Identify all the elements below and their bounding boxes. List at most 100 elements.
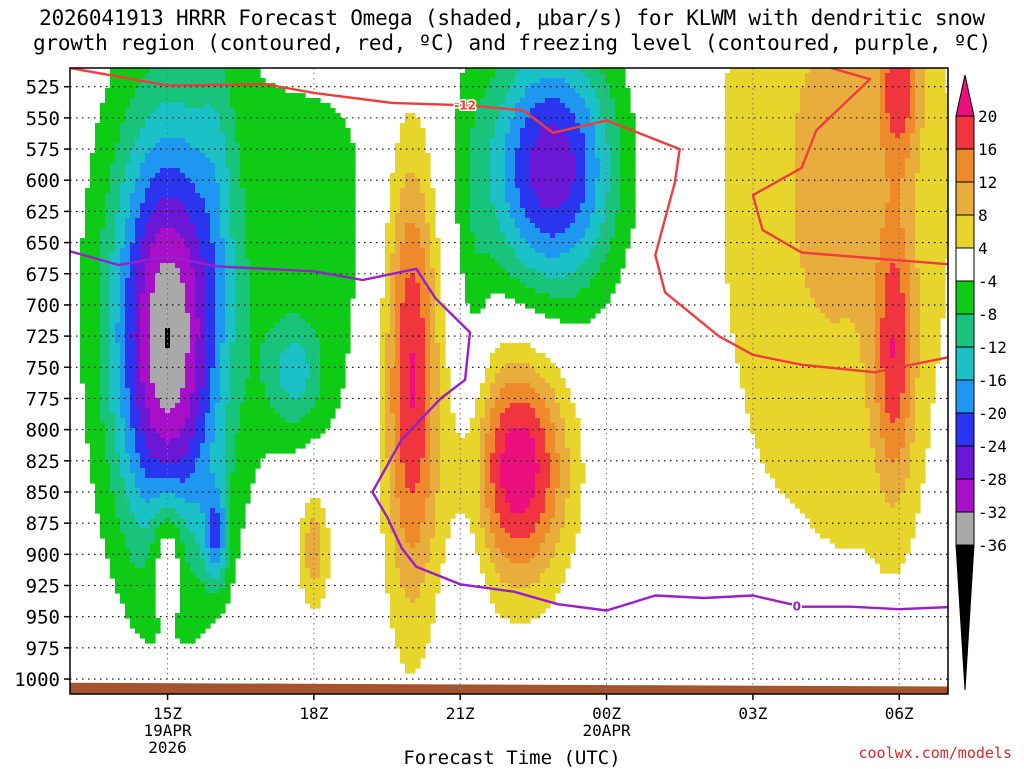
omega-cell xyxy=(345,158,351,164)
omega-cell xyxy=(805,83,811,89)
omega-cell xyxy=(250,218,256,224)
omega-cell xyxy=(560,73,566,79)
omega-cell xyxy=(260,88,266,94)
omega-cell xyxy=(175,183,181,189)
omega-cell xyxy=(265,173,271,179)
omega-cell xyxy=(330,238,336,244)
omega-cell xyxy=(870,238,876,244)
omega-cell xyxy=(115,193,121,199)
omega-cell xyxy=(410,178,416,184)
omega-cell xyxy=(855,163,861,169)
omega-cell xyxy=(890,228,896,234)
omega-cell xyxy=(190,168,196,174)
omega-cell xyxy=(475,138,481,144)
omega-cell xyxy=(175,118,181,124)
omega-cell xyxy=(935,243,941,249)
omega-cell xyxy=(225,183,231,189)
omega-cell xyxy=(110,188,116,194)
omega-cell xyxy=(615,153,621,159)
omega-cell xyxy=(920,218,926,224)
omega-cell xyxy=(915,143,921,149)
omega-cell xyxy=(590,158,596,164)
omega-cell xyxy=(630,138,636,144)
omega-cell xyxy=(880,73,886,79)
omega-cell xyxy=(255,128,261,134)
omega-cell xyxy=(330,243,336,249)
omega-cell xyxy=(805,98,811,104)
omega-cell xyxy=(535,148,541,154)
omega-cell xyxy=(850,158,856,164)
omega-cell xyxy=(255,218,261,224)
omega-cell xyxy=(240,208,246,214)
omega-cell xyxy=(925,143,931,149)
omega-cell xyxy=(545,88,551,94)
omega-cell xyxy=(785,138,791,144)
omega-cell xyxy=(845,93,851,99)
omega-cell xyxy=(510,143,516,149)
omega-cell xyxy=(785,93,791,99)
omega-cell xyxy=(830,163,836,169)
omega-cell xyxy=(495,228,501,234)
omega-cell xyxy=(835,143,841,149)
omega-cell xyxy=(615,133,621,139)
omega-cell xyxy=(510,238,516,244)
omega-cell xyxy=(810,223,816,229)
omega-cell xyxy=(730,98,736,104)
omega-cell xyxy=(550,213,556,219)
omega-cell xyxy=(160,248,166,254)
omega-cell xyxy=(540,188,546,194)
omega-cell xyxy=(210,133,216,139)
omega-cell xyxy=(490,218,496,224)
omega-cell xyxy=(730,103,736,109)
omega-cell xyxy=(805,243,811,249)
omega-cell xyxy=(275,168,281,174)
omega-cell xyxy=(570,113,576,119)
omega-cell xyxy=(260,238,266,244)
omega-cell xyxy=(485,208,491,214)
omega-cell xyxy=(570,123,576,129)
omega-cell xyxy=(545,68,551,74)
omega-cell xyxy=(790,228,796,234)
omega-cell xyxy=(250,103,256,109)
omega-cell xyxy=(560,118,566,124)
omega-cell xyxy=(935,138,941,144)
omega-cell xyxy=(330,148,336,154)
omega-cell xyxy=(220,163,226,169)
omega-cell xyxy=(510,218,516,224)
omega-cell xyxy=(425,153,431,159)
omega-cell xyxy=(95,138,101,144)
omega-cell xyxy=(895,158,901,164)
omega-cell xyxy=(325,188,331,194)
omega-cell xyxy=(550,93,556,99)
omega-cell xyxy=(410,173,416,179)
omega-cell xyxy=(840,173,846,179)
omega-cell xyxy=(130,83,136,89)
omega-cell xyxy=(795,123,801,129)
omega-cell xyxy=(590,128,596,134)
omega-cell xyxy=(750,168,756,174)
omega-cell xyxy=(500,88,506,94)
omega-cell xyxy=(480,78,486,84)
omega-cell xyxy=(225,228,231,234)
omega-cell xyxy=(275,243,281,249)
omega-cell xyxy=(110,93,116,99)
omega-cell xyxy=(890,133,896,139)
omega-cell xyxy=(580,208,586,214)
omega-cell xyxy=(945,188,948,194)
omega-cell xyxy=(335,233,341,239)
omega-cell xyxy=(915,238,921,244)
omega-cell xyxy=(255,148,261,154)
omega-cell xyxy=(110,173,116,179)
omega-cell xyxy=(905,88,911,94)
omega-cell xyxy=(615,208,621,214)
omega-cell xyxy=(90,203,96,209)
omega-cell xyxy=(755,108,761,114)
omega-cell xyxy=(730,138,736,144)
omega-cell xyxy=(135,193,141,199)
omega-cell xyxy=(495,203,501,209)
omega-cell xyxy=(585,108,591,114)
omega-cell xyxy=(585,143,591,149)
omega-cell xyxy=(510,73,516,79)
omega-cell xyxy=(220,198,226,204)
omega-cell xyxy=(500,193,506,199)
